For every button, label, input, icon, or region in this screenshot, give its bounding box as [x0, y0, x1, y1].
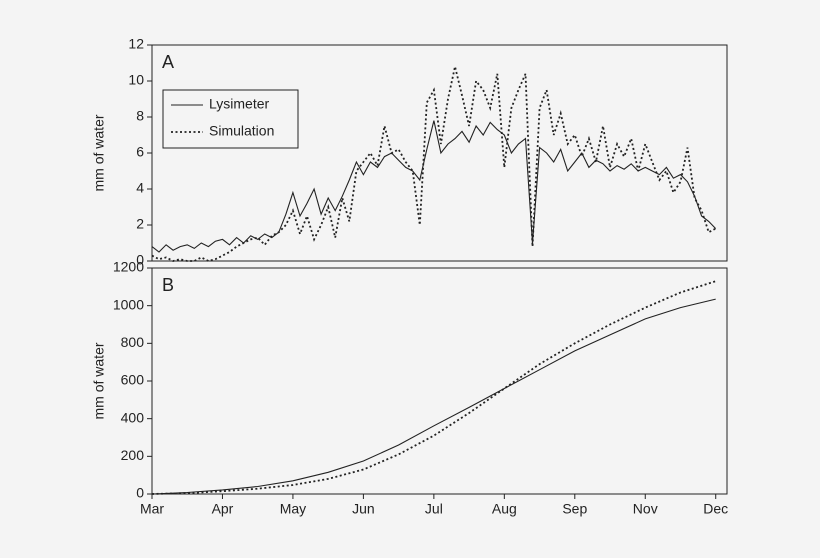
- data-line: [151, 120, 717, 253]
- x-tick-label: Dec: [703, 501, 728, 517]
- x-tick-label: Mar: [140, 501, 164, 517]
- y-tick-label: 8: [136, 108, 144, 124]
- legend-label: Lysimeter: [209, 96, 270, 112]
- data-line: [151, 280, 716, 495]
- x-tick-label: Jun: [352, 501, 375, 517]
- y-tick-label: 4: [136, 180, 144, 196]
- legend-label: Simulation: [209, 123, 274, 139]
- legend-box: [162, 89, 299, 149]
- y-tick-label: 1000: [113, 296, 144, 312]
- x-tick-label: Aug: [492, 501, 517, 517]
- panel-label: B: [162, 275, 174, 295]
- y-tick-label: 200: [121, 447, 145, 463]
- y-tick-label: 0: [136, 252, 144, 268]
- y-tick-label: 0: [136, 485, 144, 501]
- x-tick-label: Apr: [212, 501, 234, 517]
- y-axis-label: mm of water: [91, 342, 107, 419]
- y-tick-label: 2: [136, 216, 144, 232]
- data-line: [151, 298, 716, 495]
- data-line: [151, 66, 717, 262]
- y-tick-label: 12: [128, 36, 144, 52]
- y-tick-label: 800: [121, 334, 145, 350]
- panel-label: A: [162, 52, 174, 72]
- y-tick-label: 1200: [113, 259, 144, 275]
- plot-frame: [151, 44, 728, 262]
- x-tick-label: May: [280, 501, 306, 517]
- y-tick-label: 400: [121, 409, 145, 425]
- y-tick-label: 6: [136, 144, 144, 160]
- x-tick-label: Sep: [562, 501, 587, 517]
- plot-frame: [151, 267, 728, 495]
- x-tick-label: Jul: [425, 501, 443, 517]
- y-tick-label: 600: [121, 372, 145, 388]
- y-tick-label: 10: [128, 72, 144, 88]
- x-tick-label: Nov: [633, 501, 658, 517]
- y-axis-label: mm of water: [91, 114, 107, 191]
